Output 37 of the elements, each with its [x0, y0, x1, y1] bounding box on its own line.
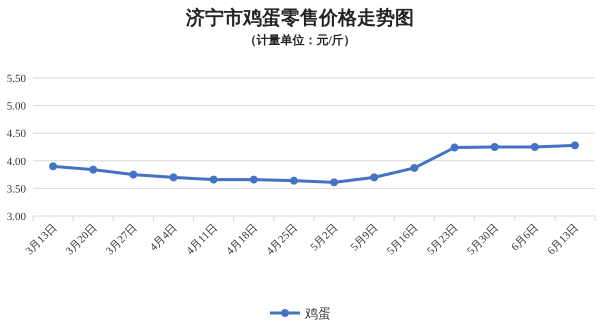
x-tick-label: 4月25日 — [264, 222, 300, 258]
x-tick-label: 5月2日 — [308, 222, 340, 254]
chart-subtitle: （计量单位：元/斤） — [244, 33, 356, 47]
point — [290, 176, 298, 185]
x-tick-label: 4月11日 — [184, 222, 220, 258]
x-tick-label: 3月20日 — [64, 222, 100, 258]
legend-label: 鸡蛋 — [304, 306, 331, 321]
point — [170, 173, 178, 182]
point — [530, 143, 539, 151]
x-tick-label: 4月18日 — [224, 222, 260, 258]
point — [570, 141, 579, 150]
x-tick-label: 5月23日 — [424, 222, 461, 258]
chart-title: 济宁市鸡蛋零售价格走势图 — [185, 7, 414, 29]
y-tick-label: 5.50 — [6, 73, 26, 85]
point — [490, 143, 499, 151]
point — [410, 164, 418, 172]
point — [89, 166, 98, 174]
point — [49, 162, 58, 170]
y-tick-label: 3.00 — [6, 211, 26, 223]
y-tick-label: 4.00 — [6, 156, 26, 168]
y-tick-label: 5.00 — [6, 100, 26, 113]
x-tick-label: 6月6日 — [509, 222, 541, 254]
y-tick-label: 4.50 — [6, 128, 26, 140]
point — [250, 176, 258, 184]
x-tick-label: 6月13日 — [545, 222, 582, 258]
point — [210, 176, 218, 184]
x-tick-label: 4月4日 — [148, 222, 180, 254]
point — [370, 173, 378, 182]
point — [330, 178, 338, 186]
point — [450, 144, 458, 152]
point — [129, 170, 138, 179]
x-tick-label: 3月13日 — [23, 222, 60, 258]
x-tick-label: 5月9日 — [348, 222, 380, 254]
x-tick-label: 3月27日 — [104, 222, 140, 258]
x-tick-label: 5月16日 — [384, 222, 420, 258]
x-tick-label: 5月30日 — [465, 222, 501, 258]
y-tick-label: 3.50 — [6, 183, 26, 196]
